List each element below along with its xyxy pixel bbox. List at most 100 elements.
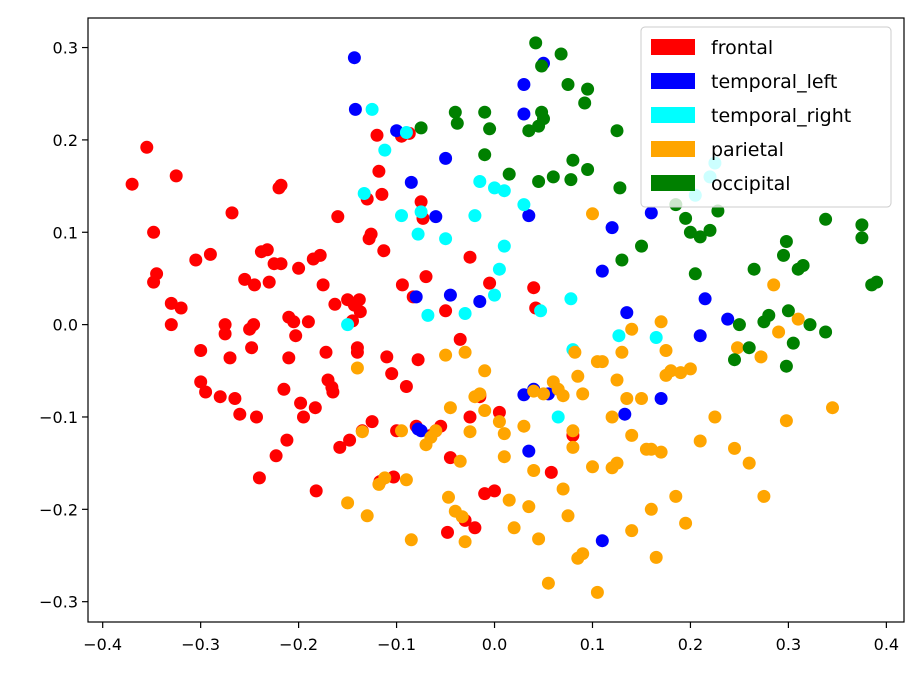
point-temporal_right [473,175,487,188]
point-frontal [331,210,345,224]
point-frontal [194,375,208,389]
point-frontal [544,465,558,479]
point-temporal_right [468,209,482,223]
y-tick-label: 0.1 [53,223,78,242]
point-temporal_right [395,209,408,223]
point-parietal [442,490,455,504]
point-temporal_left [443,288,457,302]
point-parietal [458,535,472,549]
point-parietal [556,389,570,403]
point-temporal_left [473,295,487,308]
point-occipital [532,175,546,188]
point-frontal [199,385,213,399]
point-occipital [450,116,464,130]
point-occipital [819,325,833,339]
y-tick-label: 0.2 [53,131,78,150]
point-parietal [728,441,741,455]
point-temporal_left [522,209,536,223]
point-frontal [364,227,378,241]
point-temporal_right [612,329,626,343]
point-occipital [742,341,756,355]
legend-label-temporal_left: temporal_left [711,71,837,93]
point-parietal [731,341,744,355]
point-temporal_left [644,206,658,220]
point-frontal [248,278,261,292]
point-frontal [377,244,391,258]
x-tick-label: −0.4 [83,635,122,654]
legend-swatch-frontal [651,39,695,55]
point-parietal [497,450,511,464]
point-frontal [478,487,492,501]
point-frontal [463,410,477,424]
legend-swatch-occipital [651,175,695,191]
point-parietal [605,410,619,424]
point-parietal [791,312,805,326]
point-temporal_left [595,264,609,278]
point-frontal [399,380,413,393]
point-occipital [610,124,624,138]
point-occipital [693,230,707,244]
point-parietal [708,410,722,424]
point-occipital [483,122,497,136]
point-frontal [277,382,291,396]
point-occipital [502,167,516,181]
point-parietal [772,325,786,339]
point-temporal_right [378,143,392,157]
point-frontal [294,396,308,410]
point-temporal_right [439,232,453,246]
point-temporal_left [517,107,531,121]
point-parietal [625,322,639,336]
point-temporal_left [348,102,362,116]
point-frontal [353,305,367,319]
y-tick-label: −0.3 [39,593,78,612]
legend: frontal temporal_left temporal_rightpariet… [640,26,892,208]
point-temporal_right [341,318,355,332]
point-parietal [742,456,756,470]
point-frontal [252,471,266,485]
point-parietal [659,344,673,357]
point-temporal_right [649,331,663,344]
point-frontal [343,433,357,447]
point-occipital [855,218,869,232]
point-occipital [578,96,592,110]
x-tick-label: 0.4 [874,635,899,654]
point-frontal [326,385,340,399]
y-tick-label: 0.3 [53,39,78,58]
point-parietal [522,500,536,514]
point-parietal [669,489,683,503]
point-parietal [355,425,369,439]
point-frontal [411,353,425,367]
point-frontal [125,177,139,191]
point-parietal [754,350,768,364]
point-parietal [590,355,604,369]
point-occipital [781,304,795,318]
point-occipital [679,211,693,225]
point-occipital [537,112,550,126]
point-parietal [649,550,663,564]
point-parietal [443,401,457,415]
point-frontal [280,433,294,447]
point-frontal [289,329,303,343]
point-frontal [282,351,296,365]
point-temporal_right [488,181,501,195]
point-parietal [586,207,599,221]
point-frontal [225,206,239,220]
point-frontal [245,341,259,355]
point-occipital [786,336,800,350]
point-occipital [777,248,790,262]
point-frontal [319,345,333,359]
point-temporal_right [564,292,578,306]
series-parietal [341,207,839,599]
y-tick-label: 0.0 [53,316,78,335]
point-occipital [870,275,884,289]
point-parietal [439,348,453,362]
point-occipital [561,78,575,91]
point-occipital [529,36,543,50]
point-frontal [488,484,501,498]
x-tick-label: 0.0 [482,635,507,654]
point-parietal [568,345,582,359]
point-frontal [463,250,477,264]
point-frontal [238,272,252,286]
point-parietal [693,434,707,448]
